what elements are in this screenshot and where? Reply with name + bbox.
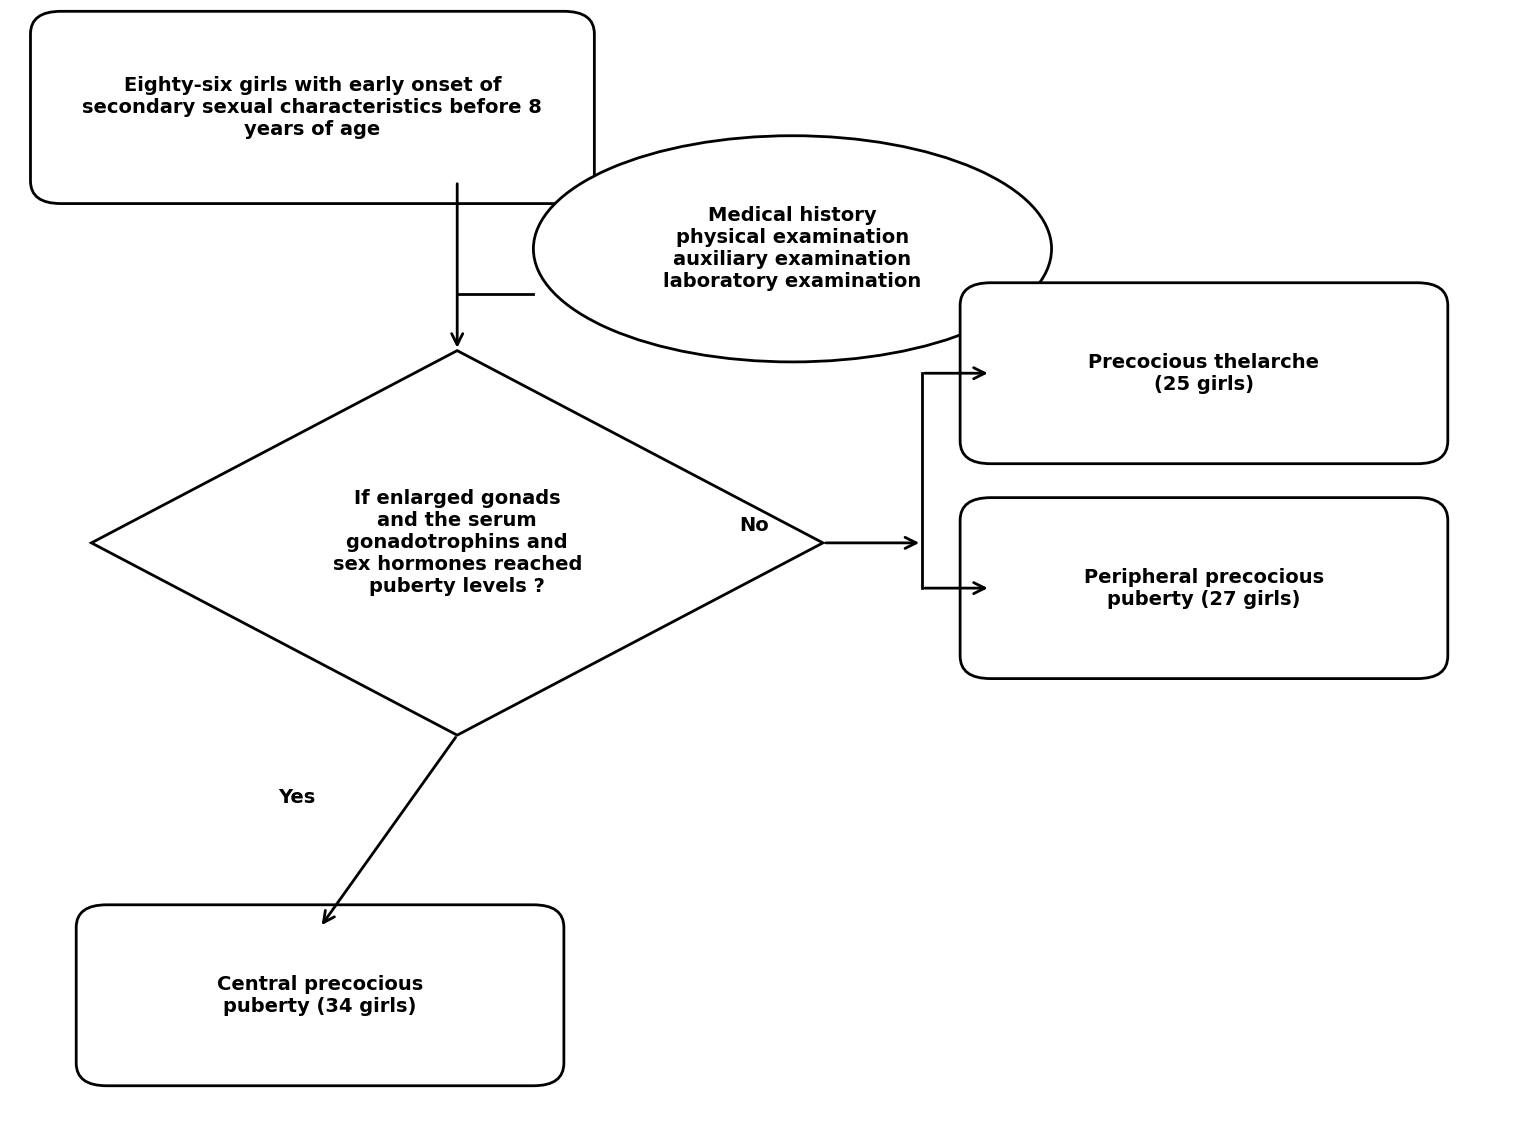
Ellipse shape	[533, 136, 1052, 362]
Text: Yes: Yes	[279, 788, 315, 806]
Text: Eighty-six girls with early onset of
secondary sexual characteristics before 8
y: Eighty-six girls with early onset of sec…	[82, 76, 543, 139]
FancyBboxPatch shape	[960, 283, 1448, 464]
Polygon shape	[91, 351, 823, 735]
FancyBboxPatch shape	[960, 498, 1448, 679]
Text: If enlarged gonads
and the serum
gonadotrophins and
sex hormones reached
puberty: If enlarged gonads and the serum gonadot…	[332, 490, 582, 596]
FancyBboxPatch shape	[76, 905, 564, 1086]
Text: No: No	[739, 517, 770, 535]
Text: Medical history
physical examination
auxiliary examination
laboratory examinatio: Medical history physical examination aux…	[663, 206, 922, 292]
Text: Peripheral precocious
puberty (27 girls): Peripheral precocious puberty (27 girls)	[1084, 568, 1324, 608]
FancyBboxPatch shape	[30, 11, 594, 204]
Text: Precocious thelarche
(25 girls): Precocious thelarche (25 girls)	[1088, 353, 1320, 394]
Text: Central precocious
puberty (34 girls): Central precocious puberty (34 girls)	[216, 975, 424, 1016]
